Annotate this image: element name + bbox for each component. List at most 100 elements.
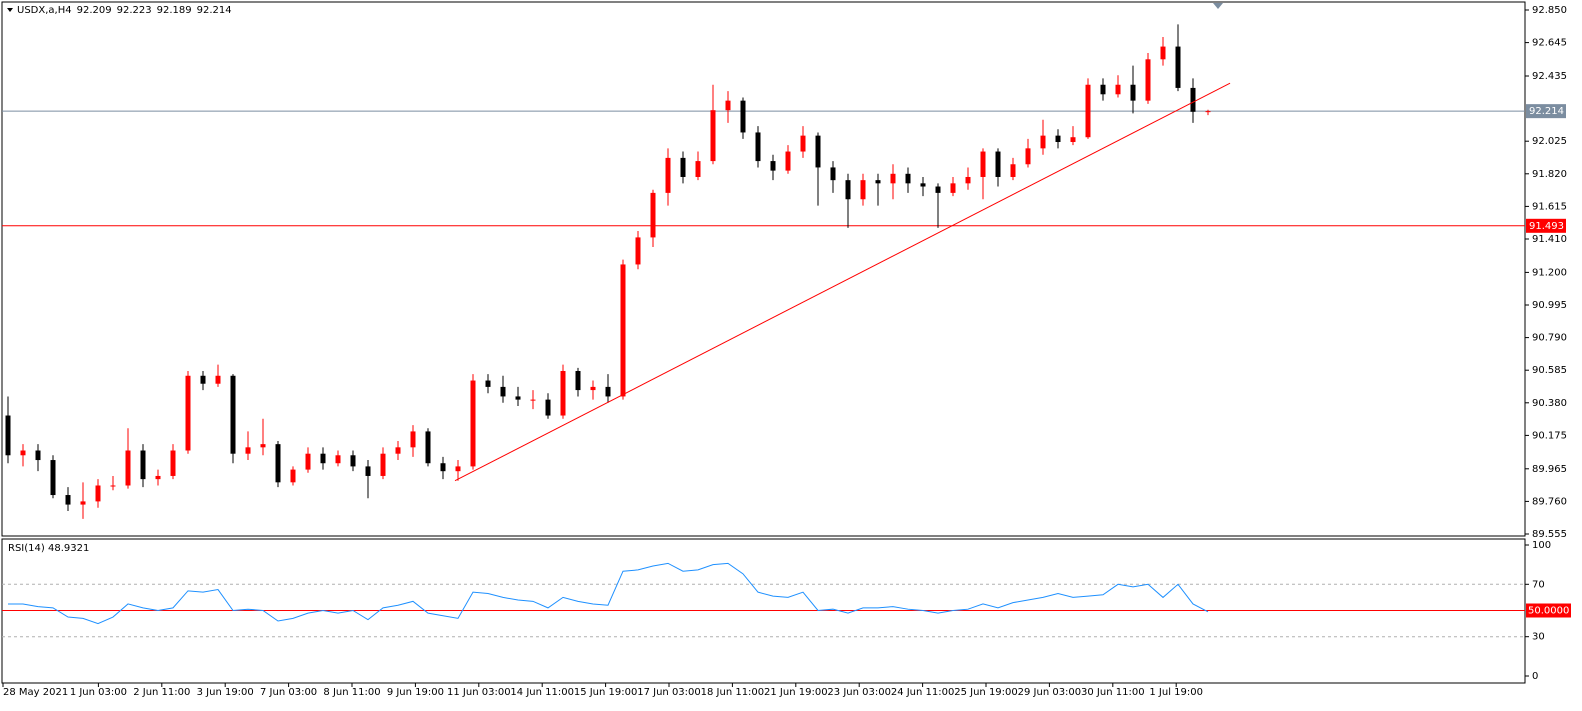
x-tick-label: 1 Jul 19:00 — [1149, 687, 1203, 698]
candle-body — [980, 151, 986, 177]
y-tick-label: 90.585 — [1532, 365, 1567, 376]
x-tick-label: 8 Jun 11:00 — [323, 687, 380, 698]
rsi-label: RSI(14) — [8, 543, 45, 554]
candle-body — [1160, 46, 1166, 60]
y-tick-label: 92.435 — [1532, 71, 1567, 82]
y-tick-label: 90.790 — [1532, 333, 1567, 344]
candle-body — [350, 455, 356, 467]
candle-body — [1205, 111, 1211, 113]
candle-body — [20, 450, 26, 456]
rsi-header: RSI(14) 48.9321 — [8, 543, 89, 554]
candle-body — [215, 375, 221, 384]
header-ohlc: 92.209 — [77, 5, 112, 16]
candle-body — [365, 466, 371, 476]
candle-body — [500, 386, 506, 397]
candle-body — [830, 167, 836, 181]
y-tick-label: 89.760 — [1532, 496, 1567, 507]
candle-body — [695, 161, 701, 177]
candle-body — [920, 183, 926, 187]
candle-body — [1145, 59, 1151, 101]
x-tick-label: 17 Jun 03:00 — [637, 687, 701, 698]
candle-body — [245, 447, 251, 454]
rsi-label-box — [1526, 603, 1571, 618]
candle-body — [740, 100, 746, 133]
candle-body — [680, 157, 686, 177]
candle-body — [620, 264, 626, 397]
y-tick-label: 92.645 — [1532, 38, 1567, 49]
x-tick-label: 18 Jun 11:00 — [701, 687, 765, 698]
candle-body — [200, 375, 206, 384]
candle-body — [875, 180, 881, 184]
rsi-line — [8, 562, 1209, 625]
rsi-tick-label: 0 — [1532, 671, 1538, 682]
x-tick-label: 30 Jun 11:00 — [1081, 687, 1145, 698]
y-tick-label: 89.555 — [1532, 529, 1567, 540]
candle-body — [140, 450, 146, 480]
candle-body — [155, 475, 161, 480]
candle-body — [80, 501, 86, 505]
candle-body — [410, 431, 416, 448]
x-tick-label: 24 Jun 11:00 — [891, 687, 955, 698]
y-tick-label: 90.380 — [1532, 398, 1567, 409]
rsi-tick-label: 70 — [1532, 579, 1545, 590]
y-tick-label: 92.025 — [1532, 136, 1567, 147]
x-tick-label: 14 Jun 11:00 — [510, 687, 574, 698]
rsi-tick-label: 100 — [1532, 540, 1551, 551]
x-tick-label: 25 Jun 19:00 — [954, 687, 1018, 698]
candle-body — [485, 380, 491, 387]
candle-body — [95, 485, 101, 502]
rsi-value: 48.9321 — [48, 543, 89, 554]
header-ohlc: 92.214 — [197, 5, 232, 16]
candle-body — [1085, 84, 1091, 138]
candle-body — [1070, 137, 1076, 142]
candle-body — [995, 151, 1001, 177]
y-tick-label: 91.200 — [1532, 267, 1567, 278]
x-tick-label: 21 Jun 19:00 — [764, 687, 828, 698]
candle-body — [815, 135, 821, 168]
x-tick-label: 1 Jun 03:00 — [70, 687, 127, 698]
y-tick-label: 91.615 — [1532, 201, 1567, 212]
x-tick-label: 15 Jun 19:00 — [574, 687, 638, 698]
candle-body — [770, 161, 776, 171]
candle-body — [110, 485, 116, 487]
candle-body — [1130, 84, 1136, 101]
candle-body — [1175, 46, 1181, 88]
x-tick-label: 11 Jun 03:00 — [447, 687, 511, 698]
x-tick-label: 29 Jun 03:00 — [1018, 687, 1082, 698]
candle-body — [1040, 135, 1046, 149]
candle-body — [950, 183, 956, 193]
price-label-box — [1526, 218, 1566, 233]
candle-body — [635, 237, 641, 265]
header-ohlc: 92.189 — [157, 5, 192, 16]
x-tick-label: 3 Jun 19:00 — [197, 687, 254, 698]
shift-marker — [1213, 3, 1223, 9]
y-tick-label: 91.820 — [1532, 169, 1567, 180]
candle-body — [335, 455, 341, 464]
candle-body — [650, 192, 656, 238]
candle-body — [65, 495, 71, 505]
candle-body — [290, 469, 296, 483]
candle-body — [575, 370, 581, 391]
y-tick-label: 89.965 — [1532, 464, 1567, 475]
candle-body — [395, 447, 401, 454]
candle-body — [1025, 148, 1031, 165]
candle-body — [425, 431, 431, 464]
price-label: 92.214 — [1529, 106, 1564, 117]
candle-body — [170, 450, 176, 476]
candle-body — [35, 450, 41, 461]
candle-body — [785, 151, 791, 171]
candle-body — [1115, 84, 1121, 95]
candle-body — [665, 157, 671, 193]
candle-body — [230, 375, 236, 454]
header-ohlc: 92.223 — [117, 5, 152, 16]
price-label: 91.493 — [1529, 221, 1564, 232]
candle-body — [125, 450, 131, 486]
candle-body — [560, 370, 566, 416]
candle-body — [890, 173, 896, 184]
candle-body — [965, 176, 971, 184]
candle-body — [530, 399, 536, 401]
y-tick-label: 92.850 — [1532, 5, 1567, 16]
candle-body — [860, 180, 866, 200]
candle-body — [590, 386, 596, 391]
